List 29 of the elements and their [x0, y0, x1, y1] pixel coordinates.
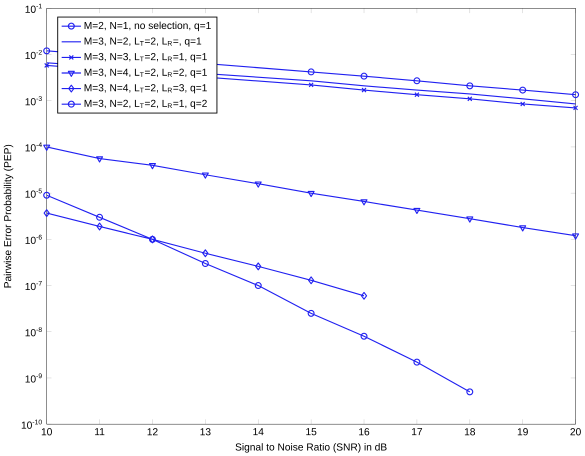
x-tick-label: 11 — [95, 428, 104, 435]
x-tick-label: 10 — [42, 428, 52, 436]
legend-label: M=3, N=3, L$_{T}$=2, L$_{R}$=1, q=1 — [84, 52, 207, 62]
legend-label: M=3, N=4, L$_{T}$=2, L$_{R}$=2, q=1 — [84, 68, 207, 78]
x-tick-label: 17 — [412, 428, 422, 435]
legend-label: M=3, N=2, L$_{T}$=2, L$_{R}$=1, q=2 — [84, 100, 207, 109]
y-tick-label: 10$^{-7}$ — [26, 280, 42, 290]
y-tick-label: 10$^{-8}$ — [26, 327, 42, 336]
y-tick-label: 10$^{-9}$ — [26, 373, 42, 382]
y-tick-label: 10$^{-4}$ — [26, 142, 42, 152]
x-tick-label: 12 — [148, 428, 158, 436]
y-tick-label: 10$^{-5}$ — [26, 188, 42, 198]
x-tick-label: 20 — [570, 428, 581, 436]
legend-label: M=3, N=4, L$_{T}$=2, L$_{R}$=3, q=1 — [84, 84, 207, 94]
y-tick-label: 10$^{-10}$ — [22, 419, 42, 429]
y-tick-label: 10$^{-3}$ — [26, 96, 42, 106]
x-tick-label: 19 — [518, 428, 528, 436]
y-tick-label: 10$^{-2}$ — [26, 50, 42, 59]
y-axis-title: Pairwise Error Probability (PEP) — [4, 144, 14, 288]
x-tick-label: 16 — [359, 428, 370, 436]
x-tick-label: 13 — [200, 428, 211, 436]
x-tick-label: 18 — [464, 428, 476, 436]
x-tick-label: 14 — [253, 428, 264, 435]
y-tick-label: 10$^{-6}$ — [26, 234, 42, 244]
x-tick-label: 15 — [306, 428, 316, 436]
legend-label: M=2, N=1, no selection, q=1 — [84, 21, 211, 31]
legend-label: M=3, N=2, L$_{T}$=2, L$_{R}$=, q=1 — [84, 37, 202, 46]
y-tick-label: 10$^{-1}$ — [26, 4, 42, 13]
x-axis-title: Signal to Noise Ratio (SNR) in dB — [236, 442, 387, 452]
